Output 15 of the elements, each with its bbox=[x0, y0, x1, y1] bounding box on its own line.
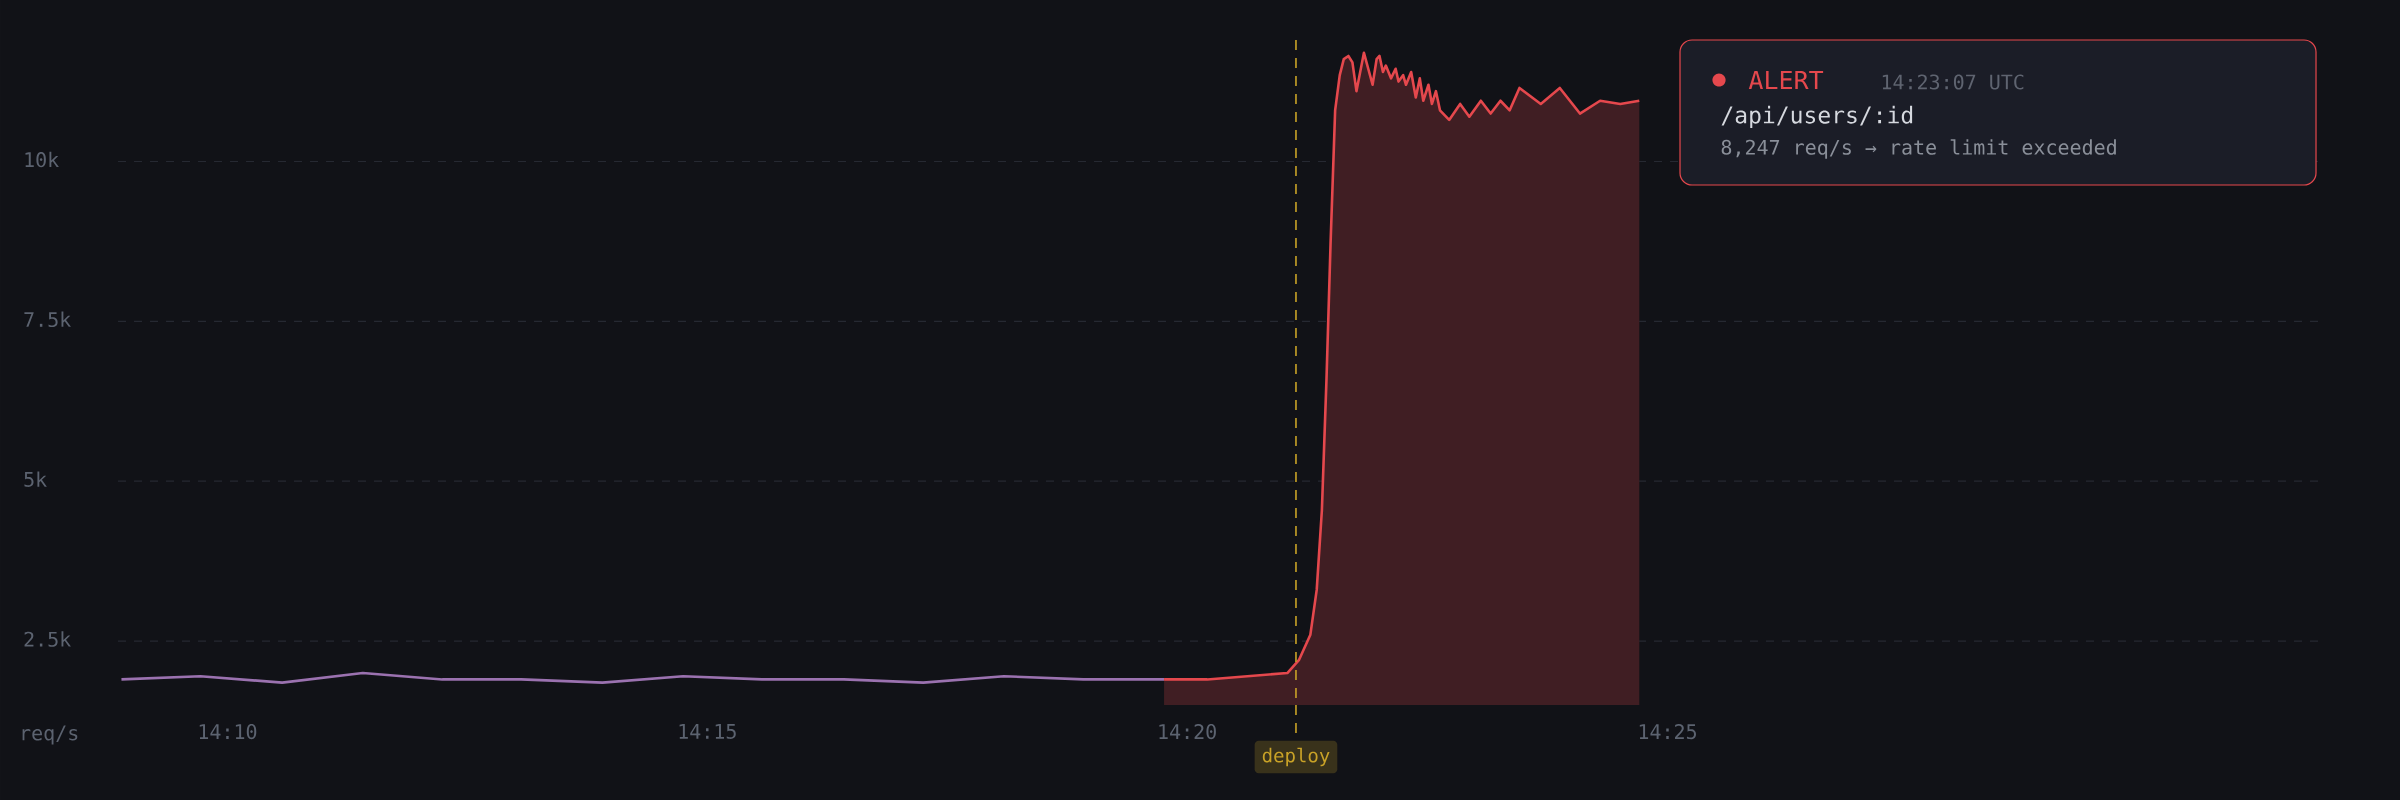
x-tick-label: 14:10 bbox=[199, 724, 257, 740]
x-tick-label: 14:20 bbox=[1159, 724, 1216, 740]
annotation: ALERT bbox=[1748, 70, 1824, 90]
x-tick-label: 14:15 bbox=[679, 724, 736, 739]
y-tick-label: 7.5k bbox=[24, 311, 71, 328]
y-tick-label: 5k bbox=[24, 471, 47, 487]
y-axis-title: req/s bbox=[22, 725, 78, 745]
y-tick-label: 10k bbox=[25, 151, 59, 168]
ref-line-label: deploy bbox=[1262, 747, 1330, 767]
x-tick-label: 14:25 bbox=[1639, 724, 1697, 740]
line-series bbox=[120, 671, 1166, 684]
annotation: 8,247 req/s → rate limit exceeded bbox=[1721, 139, 2116, 159]
y-tick-label: 2.5k bbox=[24, 631, 71, 647]
annotation: /api/users/:id bbox=[1721, 105, 1913, 129]
annotation: 14:23:07 UTC bbox=[1882, 74, 2024, 90]
